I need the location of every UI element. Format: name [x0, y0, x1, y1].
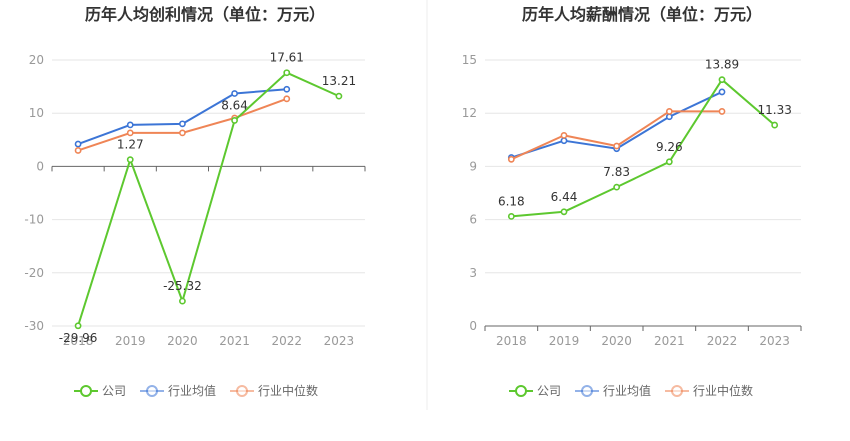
series-point [179, 129, 186, 137]
y-tick-label: 6 [469, 213, 477, 227]
series-point [283, 95, 291, 103]
data-label: -29.96 [59, 331, 98, 345]
data-label: -25.32 [163, 279, 202, 293]
legend-swatch-marker [671, 385, 683, 397]
profit-chart: 历年人均创利情况（单位：万元） 20 10 0 -10 -20 -30 2018 2019 20… [24, 5, 366, 398]
series-line [510, 110, 722, 161]
legend-label: 行业中位数 [258, 383, 318, 398]
x-tick-label: 2018 [496, 334, 527, 348]
legend-item[interactable]: 公司 [74, 384, 126, 398]
y-tick-label: -30 [24, 319, 44, 333]
y-tick-label: 9 [469, 159, 477, 173]
legend-label: 行业均值 [168, 383, 216, 398]
series-point [126, 156, 134, 164]
series-point [283, 69, 291, 77]
salary-chart: 历年人均薪酬情况（单位：万元） 15 12 9 6 3 0 2018 2019 2020 2021… [462, 5, 802, 398]
data-label: 11.33 [757, 103, 791, 117]
data-label: 17.61 [270, 51, 304, 65]
series-point [665, 158, 673, 166]
series-point [613, 183, 621, 191]
legend-item[interactable]: 行业中位数 [230, 383, 318, 398]
x-tick-label: 2021 [219, 334, 250, 348]
x-tick-label: 2023 [759, 334, 790, 348]
series-point [231, 90, 238, 97]
series-point [283, 85, 291, 93]
legend-label: 公司 [537, 384, 561, 398]
y-tick-label: 12 [462, 106, 477, 120]
x-tick-label: 2020 [601, 334, 632, 348]
x-tick-label: 2019 [115, 334, 146, 348]
series-point [74, 322, 82, 330]
series-point [335, 92, 343, 100]
data-label: 1.27 [117, 138, 144, 152]
data-label: 6.44 [551, 190, 578, 204]
series-point [507, 213, 515, 220]
series-point [560, 137, 568, 145]
series-line [77, 71, 340, 327]
y-tick-label: 15 [462, 53, 477, 67]
x-tick-label: 2022 [707, 334, 738, 348]
legend-label: 行业均值 [603, 383, 651, 398]
series-point [771, 121, 779, 129]
legend-item[interactable]: 公司 [509, 384, 561, 398]
x-tick-label: 2018 [63, 334, 94, 348]
series-line [511, 78, 776, 218]
chart-title: 历年人均薪酬情况（单位：万元） [522, 5, 762, 24]
data-label: 6.18 [498, 194, 525, 208]
legend-item[interactable]: 行业中位数 [665, 383, 753, 398]
y-tick-label: 20 [29, 53, 44, 67]
x-tick-label: 2023 [324, 334, 355, 348]
series-point [126, 129, 134, 137]
data-label: 7.83 [603, 165, 630, 179]
y-tick-label: 3 [469, 266, 477, 280]
legend-swatch-marker [236, 385, 248, 397]
legend-label: 公司 [102, 384, 126, 398]
data-label: 8.64 [221, 98, 248, 112]
series-point [718, 76, 726, 84]
y-tick-label: -10 [24, 213, 44, 227]
chart-title: 历年人均创利情况（单位：万元） [85, 5, 325, 24]
y-tick-label: -20 [24, 266, 44, 280]
series-point [613, 142, 621, 150]
series-point [718, 88, 726, 96]
series-point [74, 147, 82, 154]
series-point [74, 140, 82, 148]
series-point [665, 113, 673, 121]
legend-swatch-marker [515, 385, 527, 397]
series-point [560, 131, 568, 139]
x-tick-label: 2020 [167, 334, 198, 348]
data-label: 13.21 [322, 74, 356, 88]
x-tick-label: 2019 [549, 334, 580, 348]
y-tick-label: 0 [36, 159, 44, 173]
legend-swatch-marker [80, 385, 92, 397]
series-point [718, 108, 726, 115]
legend-swatch-marker [581, 385, 593, 397]
x-tick-label: 2022 [271, 334, 302, 348]
y-tick-label: 10 [29, 106, 44, 120]
series-point [179, 120, 186, 128]
x-tick-label: 2021 [654, 334, 685, 348]
legend-item[interactable]: 行业均值 [140, 383, 216, 398]
data-label: 9.26 [656, 140, 683, 154]
series-point [231, 117, 238, 124]
series-point [507, 155, 515, 163]
series-point [126, 121, 134, 129]
data-label: 13.89 [705, 58, 739, 72]
series-point [665, 108, 673, 115]
legend-label: 行业中位数 [693, 383, 753, 398]
legend-item[interactable]: 行业均值 [575, 383, 651, 398]
legend-swatch-marker [146, 385, 158, 397]
series-point [179, 297, 186, 305]
series-point [560, 208, 568, 216]
y-tick-label: 0 [469, 319, 477, 333]
